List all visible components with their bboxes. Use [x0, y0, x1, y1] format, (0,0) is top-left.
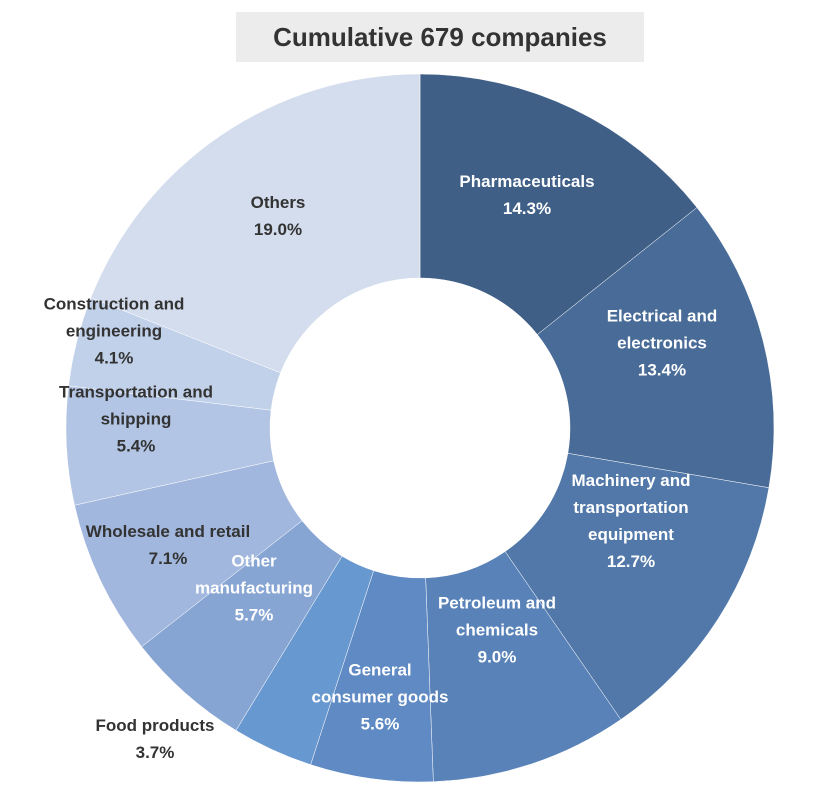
slice-category-label: Others: [251, 193, 306, 212]
donut-slice: [537, 207, 775, 489]
slice-percent-label: 5.7%: [235, 605, 274, 624]
slice-percent-label: 3.7%: [136, 743, 175, 762]
slice-percent-label: 9.0%: [478, 647, 517, 666]
slice-category-label: consumer goods: [312, 687, 449, 706]
slice-category-label: Petroleum and: [438, 593, 556, 612]
slice-category-label: Wholesale and retail: [86, 522, 250, 541]
slice-percent-label: 5.6%: [361, 714, 400, 733]
slice-category-label: Food products: [96, 716, 215, 735]
chart-title-box: Cumulative 679 companies: [236, 12, 644, 62]
slice-percent-label: 7.1%: [149, 549, 188, 568]
slice-percent-label: 14.3%: [503, 199, 551, 218]
slice-category-label: chemicals: [456, 620, 538, 639]
slice-percent-label: 19.0%: [254, 220, 302, 239]
slice-category-label: shipping: [101, 409, 172, 428]
donut-slice: [90, 73, 421, 374]
donut-slice: [504, 453, 770, 720]
slice-percent-label: 12.7%: [607, 552, 655, 571]
slice-category-label: Pharmaceuticals: [459, 172, 594, 191]
slice-category-label: Machinery and: [571, 471, 690, 490]
slice-percent-label: 4.1%: [95, 348, 134, 367]
slice-category-label: Other: [231, 551, 277, 570]
slice-percent-label: 5.4%: [117, 436, 156, 455]
slice-category-label: engineering: [66, 321, 162, 340]
slice-percent-label: 13.4%: [638, 360, 686, 379]
slice-category-label: Transportation and: [59, 382, 213, 401]
slice-category-label: Electrical and: [607, 306, 718, 325]
slice-category-label: General: [348, 660, 411, 679]
chart-title: Cumulative 679 companies: [273, 21, 607, 52]
donut-slice: [419, 73, 698, 335]
slice-category-label: Construction and: [44, 294, 185, 313]
slice-category-label: transportation: [573, 498, 688, 517]
slice-category-label: electronics: [617, 333, 707, 352]
slice-category-label: manufacturing: [195, 578, 313, 597]
slice-category-label: equipment: [588, 525, 674, 544]
